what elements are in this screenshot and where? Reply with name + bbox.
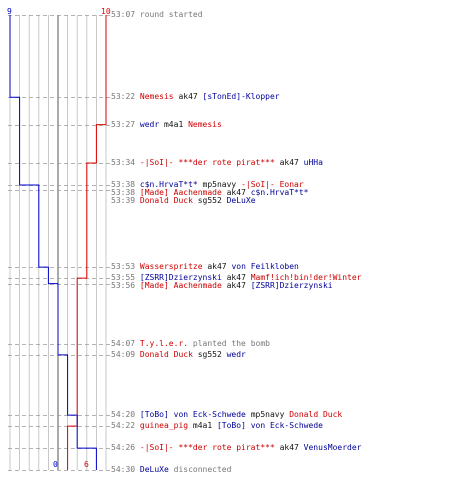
event-row: 54:22 guinea_pig m4a1 [ToBo] von Eck-Sch… [111, 421, 323, 431]
event-row: 53:22 Nemesis ak47 [sTonEd]-Klopper [111, 92, 280, 102]
event-time: 53:39 [111, 196, 140, 205]
player-name: [ToBo] von Eck-Schwede [139, 410, 246, 419]
blue-end-count: 0 [53, 460, 58, 469]
event-row: 53:55 [ZSRR]Dzierzynski ak47 Mamf!ich!bi… [111, 273, 361, 283]
player-name: DeLuXe [139, 465, 169, 474]
weapon-label: sg552 [192, 350, 227, 359]
red-team-alive-line [67, 15, 107, 470]
event-time: 53:53 [111, 262, 140, 271]
weapon-label: sg552 [192, 196, 227, 205]
event-time: 53:55 [111, 273, 140, 282]
blue-team-alive-line [9, 15, 97, 470]
player-name: Wasserspritze [139, 262, 203, 271]
event-row: 54:30 DeLuXe disconnected [111, 465, 231, 475]
player-name: -|SoI|- ***der rote pirat*** [139, 443, 275, 452]
weapon-label: ak47 [221, 273, 251, 282]
player-name: Nemesis [188, 120, 222, 129]
player-name: Donald Duck [289, 410, 343, 419]
event-time: 53:07 [111, 10, 140, 19]
event-row: 53:38 [Made] Aachenmade ak47 c$n.HrvaT*t… [111, 188, 309, 198]
event-row: 53:34 -|SoI|- ***der rote pirat*** ak47 … [111, 158, 323, 168]
player-name: von Feilkloben [231, 262, 299, 271]
event-row: 54:26 -|SoI|- ***der rote pirat*** ak47 … [111, 443, 361, 453]
blue-start-count: 9 [7, 7, 12, 16]
weapon-label: mp5navy [245, 410, 290, 419]
event-row: 54:07 T.y.l.e.r. planted the bomb [111, 339, 270, 349]
event-message: round started [139, 10, 203, 19]
player-name: Donald Duck [139, 196, 193, 205]
event-time: 53:38 [111, 188, 140, 197]
event-time: 54:22 [111, 421, 140, 430]
event-row: 53:53 Wasserspritze ak47 von Feilkloben [111, 262, 299, 272]
weapon-label: ak47 [221, 188, 251, 197]
red-start-count: 10 [101, 7, 111, 16]
player-name: guinea_pig [139, 421, 189, 430]
player-name: VenusMoerder [303, 443, 362, 452]
event-time: 53:22 [111, 92, 140, 101]
event-message: disconnected [168, 465, 232, 474]
weapon-label: m4a1 [159, 120, 189, 129]
weapon-label: ak47 [173, 92, 203, 101]
weapon-label: ak47 [274, 443, 304, 452]
weapon-label: ak47 [221, 281, 251, 290]
player-name: wedr [226, 350, 246, 359]
player-name: -|SoI|- Eonar [241, 180, 304, 189]
player-name: Donald Duck [139, 350, 193, 359]
event-time: 54:30 [111, 465, 140, 474]
event-row: 53:38 c$n.HrvaT*t* mp5navy -|SoI|- Eonar [111, 180, 304, 190]
player-name: DeLuXe [226, 196, 256, 205]
player-name: T.y.l.e.r. [139, 339, 189, 348]
player-name: [Made] Aachenmade [139, 188, 222, 197]
player-name: c$n.HrvaT*t* [139, 180, 198, 189]
player-name: [sTonEd]-Klopper [202, 92, 280, 101]
event-row: 53:07 round started [111, 10, 203, 20]
event-row: 54:09 Donald Duck sg552 wedr [111, 350, 246, 360]
red-end-count: 6 [84, 460, 89, 469]
event-time: 53:34 [111, 158, 140, 167]
event-row: 53:39 Donald Duck sg552 DeLuXe [111, 196, 256, 206]
event-time: 53:27 [111, 120, 140, 129]
event-row: 54:20 [ToBo] von Eck-Schwede mp5navy Don… [111, 410, 342, 420]
player-name: -|SoI|- ***der rote pirat*** [139, 158, 275, 167]
weapon-label: m4a1 [188, 421, 217, 430]
event-row: 53:27 wedr m4a1 Nemesis [111, 120, 222, 130]
weapon-label: ak47 [202, 262, 232, 271]
weapon-label: mp5navy [197, 180, 242, 189]
event-time: 53:38 [111, 180, 140, 189]
player-name: Nemesis [139, 92, 174, 101]
player-name: wedr [139, 120, 160, 129]
player-name: Mamf!ich!bin!der!Winter [250, 273, 362, 282]
player-name: c$n.HrvaT*t* [250, 188, 309, 197]
event-row: 53:56 [Made] Aachenmade ak47 [ZSRR]Dzier… [111, 281, 333, 291]
player-name: uHHa [303, 158, 323, 167]
event-time: 54:20 [111, 410, 140, 419]
weapon-label: ak47 [274, 158, 304, 167]
event-time: 54:26 [111, 443, 140, 452]
event-time: 54:09 [111, 350, 140, 359]
player-name: [ZSRR]Dzierzynski [139, 273, 222, 282]
player-name: [Made] Aachenmade [139, 281, 222, 290]
event-message: planted the bomb [188, 339, 270, 348]
event-time: 54:07 [111, 339, 140, 348]
player-name: [ZSRR]Dzierzynski [250, 281, 333, 290]
event-time: 53:56 [111, 281, 140, 290]
player-name: [ToBo] von Eck-Schwede [216, 421, 323, 430]
